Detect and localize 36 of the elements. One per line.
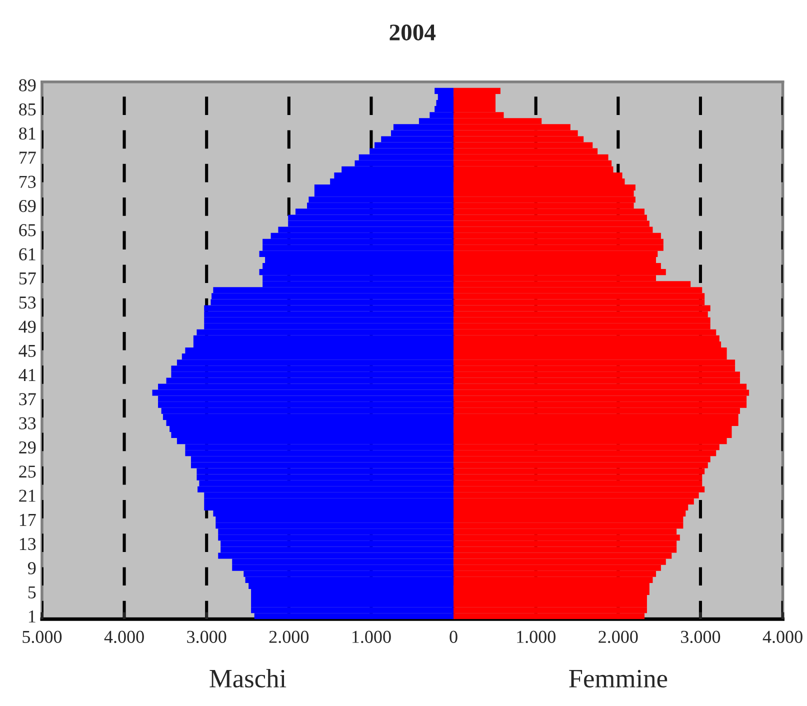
x-tick-label: 1.000 xyxy=(352,630,391,644)
series-label: Maschi xyxy=(210,668,286,688)
y-tick-label: 17 xyxy=(20,514,36,526)
y-tick-label: 13 xyxy=(20,538,36,550)
y-tick-label: 89 xyxy=(19,79,36,92)
y-tick-label: 21 xyxy=(19,490,36,502)
y-tick-label: 69 xyxy=(19,200,36,212)
y-tick-label: 9 xyxy=(28,562,36,574)
y-tick-label: 85 xyxy=(19,103,36,116)
x-tick-label: 4.000 xyxy=(104,630,144,644)
x-tick-label: 3.000 xyxy=(681,630,720,644)
chart-title: 2004 xyxy=(390,24,436,40)
x-tick-label: 0 xyxy=(450,630,458,643)
x-tick-label: 5.000 xyxy=(22,630,62,644)
x-tick-label: 2.000 xyxy=(598,630,638,644)
y-tick-label: 49 xyxy=(18,320,36,333)
y-tick-label: 41 xyxy=(18,369,36,381)
x-tick-label: 2.000 xyxy=(269,630,309,644)
y-tick-label: 53 xyxy=(19,296,36,309)
y-tick-label: 33 xyxy=(19,417,36,430)
y-tick-label: 57 xyxy=(19,272,36,285)
y-tick-label: 81 xyxy=(19,127,36,140)
y-tick-label: 73 xyxy=(20,176,36,188)
y-tick-label: 1 xyxy=(28,610,36,622)
y-tick-label: 37 xyxy=(19,393,36,406)
y-tick-label: 65 xyxy=(19,224,36,236)
y-tick-label: 5 xyxy=(28,586,36,598)
y-tick-label: 29 xyxy=(19,441,36,454)
x-tick-label: 1.000 xyxy=(517,630,556,644)
y-tick-label: 61 xyxy=(19,248,36,260)
series-label: Femmine xyxy=(569,670,668,688)
y-tick-label: 25 xyxy=(19,466,36,478)
y-tick-label: 77 xyxy=(20,152,36,164)
y-tick-label: 45 xyxy=(18,344,36,357)
x-tick-label: 3.000 xyxy=(187,630,226,644)
x-tick-label: 4.000 xyxy=(762,630,802,644)
